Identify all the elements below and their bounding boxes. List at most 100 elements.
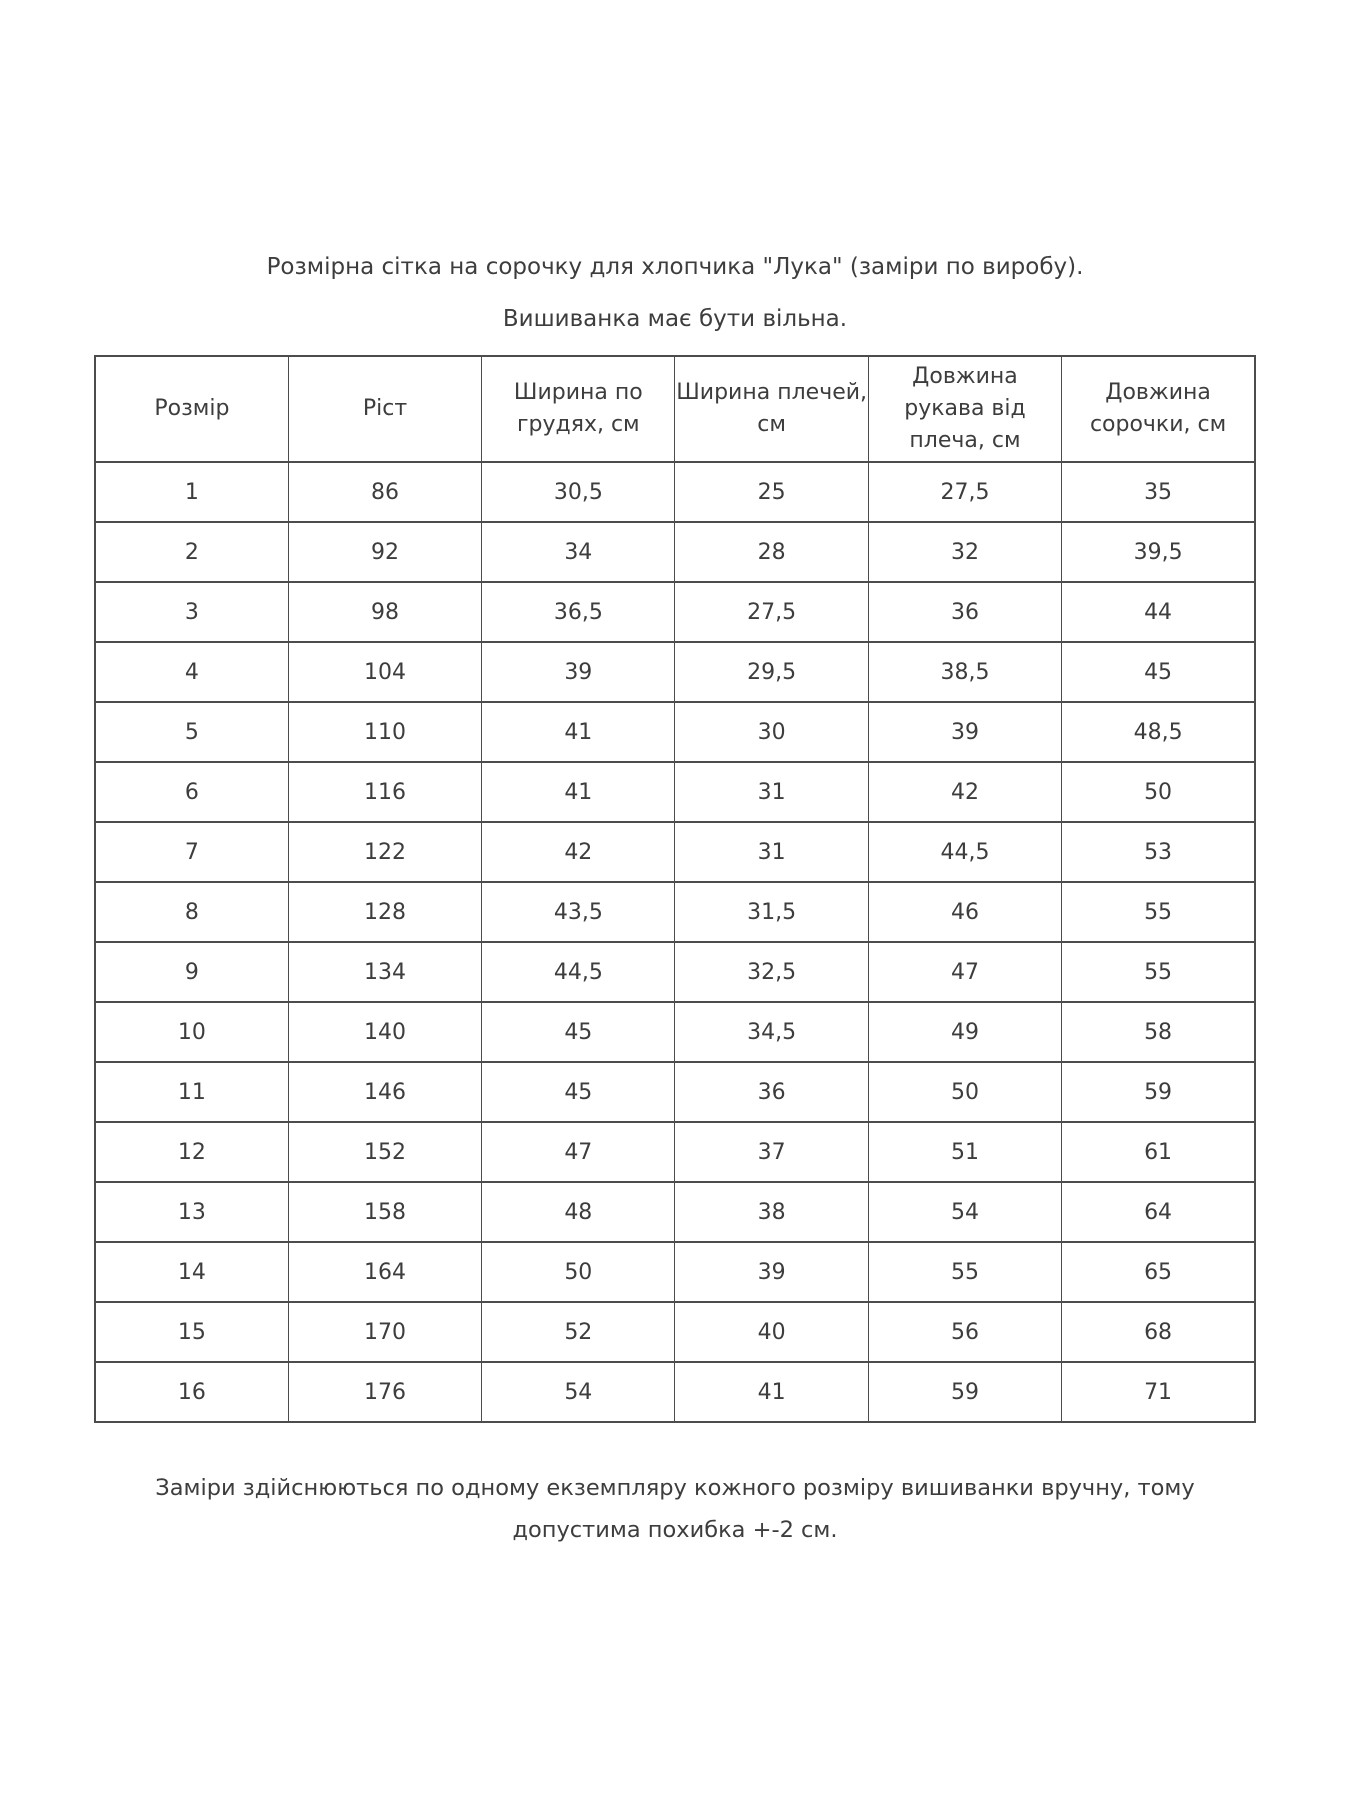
table-cell: 31,5 (674, 881, 869, 943)
table-cell: 13 (93, 1181, 289, 1243)
table-cell: 46 (867, 881, 1063, 943)
table-cell: 122 (287, 821, 483, 883)
table-cell: 58 (1061, 1001, 1257, 1063)
table-cell: 47 (867, 941, 1063, 1003)
table-cell: 36 (867, 581, 1063, 643)
table-cell: 56 (867, 1301, 1063, 1363)
table-cell: 176 (287, 1361, 483, 1423)
table-cell: 28 (674, 521, 869, 583)
table-row: 7 122 42 31 44,5 53 (93, 821, 1257, 883)
table-cell: 86 (287, 461, 483, 523)
table-cell: 4 (93, 641, 289, 703)
table-cell: 52 (481, 1301, 676, 1363)
column-header-chest-width: Ширина по грудях, см (481, 355, 676, 463)
table-cell: 64 (1061, 1181, 1257, 1243)
table-row: 16 176 54 41 59 71 (93, 1361, 1257, 1423)
table-row: 4 104 39 29,5 38,5 45 (93, 641, 1257, 703)
table-row: 3 98 36,5 27,5 36 44 (93, 581, 1257, 643)
size-chart-table: Розмір Ріст Ширина по грудях, см Ширина … (93, 355, 1257, 1423)
table-cell: 11 (93, 1061, 289, 1123)
table-row: 11 146 45 36 50 59 (93, 1061, 1257, 1123)
table-cell: 44,5 (481, 941, 676, 1003)
table-cell: 50 (1061, 761, 1257, 823)
table-cell: 59 (867, 1361, 1063, 1423)
table-cell: 36 (674, 1061, 869, 1123)
table-cell: 7 (93, 821, 289, 883)
table-cell: 45 (481, 1061, 676, 1123)
table-cell: 36,5 (481, 581, 676, 643)
table-row: 15 170 52 40 56 68 (93, 1301, 1257, 1363)
table-cell: 45 (1061, 641, 1257, 703)
column-header-shirt-length: Довжина сорочки, см (1061, 355, 1257, 463)
table-cell: 43,5 (481, 881, 676, 943)
table-cell: 98 (287, 581, 483, 643)
table-cell: 68 (1061, 1301, 1257, 1363)
table-cell: 146 (287, 1061, 483, 1123)
table-cell: 39 (481, 641, 676, 703)
table-cell: 152 (287, 1121, 483, 1183)
table-cell: 65 (1061, 1241, 1257, 1303)
table-cell: 30 (674, 701, 869, 763)
column-header-sleeve-length: Довжина рукава від плеча, см (867, 355, 1063, 463)
page: Розмірна сітка на сорочку для хлопчика "… (0, 252, 1350, 1543)
table-cell: 38 (674, 1181, 869, 1243)
table-cell: 55 (867, 1241, 1063, 1303)
table-cell: 41 (481, 761, 676, 823)
table-cell: 9 (93, 941, 289, 1003)
column-header-size: Розмір (93, 355, 289, 463)
table-cell: 15 (93, 1301, 289, 1363)
table-row: 9 134 44,5 32,5 47 55 (93, 941, 1257, 1003)
table-row: 5 110 41 30 39 48,5 (93, 701, 1257, 763)
table-cell: 41 (674, 1361, 869, 1423)
table-cell: 164 (287, 1241, 483, 1303)
table-row: 13 158 48 38 54 64 (93, 1181, 1257, 1243)
page-title: Розмірна сітка на сорочку для хлопчика "… (266, 254, 1084, 280)
table-cell: 27,5 (867, 461, 1063, 523)
table-cell: 42 (481, 821, 676, 883)
header-row: Розмір Ріст Ширина по грудях, см Ширина … (93, 355, 1257, 463)
table-row: 12 152 47 37 51 61 (93, 1121, 1257, 1183)
table-cell: 110 (287, 701, 483, 763)
table-cell: 35 (1061, 461, 1257, 523)
column-header-shoulder-width: Ширина плечей, см (674, 355, 869, 463)
table-cell: 116 (287, 761, 483, 823)
table-cell: 34 (481, 521, 676, 583)
table-row: 1 86 30,5 25 27,5 35 (93, 461, 1257, 523)
table-cell: 32,5 (674, 941, 869, 1003)
page-subtitle: Вишиванка має бути вільна. (502, 306, 848, 332)
table-cell: 39,5 (1061, 521, 1257, 583)
table-cell: 158 (287, 1181, 483, 1243)
table-cell: 1 (93, 461, 289, 523)
table-cell: 12 (93, 1121, 289, 1183)
table-cell: 134 (287, 941, 483, 1003)
table-cell: 104 (287, 641, 483, 703)
table-cell: 42 (867, 761, 1063, 823)
table-cell: 5 (93, 701, 289, 763)
table-cell: 39 (674, 1241, 869, 1303)
table-cell: 49 (867, 1001, 1063, 1063)
table-cell: 31 (674, 821, 869, 883)
table-cell: 71 (1061, 1361, 1257, 1423)
table-row: 14 164 50 39 55 65 (93, 1241, 1257, 1303)
size-table-body: 1 86 30,5 25 27,5 35 2 92 34 28 32 39,5 3 98 36,5 27,5 3… (93, 461, 1257, 1423)
table-cell: 31 (674, 761, 869, 823)
table-cell: 48,5 (1061, 701, 1257, 763)
table-cell: 54 (481, 1361, 676, 1423)
table-cell: 37 (674, 1121, 869, 1183)
table-cell: 44,5 (867, 821, 1063, 883)
table-cell: 2 (93, 521, 289, 583)
table-cell: 38,5 (867, 641, 1063, 703)
title-block: Розмірна сітка на сорочку для хлопчика "… (0, 252, 1350, 334)
table-cell: 40 (674, 1301, 869, 1363)
table-cell: 61 (1061, 1121, 1257, 1183)
table-cell: 54 (867, 1181, 1063, 1243)
table-cell: 34,5 (674, 1001, 869, 1063)
table-cell: 32 (867, 521, 1063, 583)
table-cell: 44 (1061, 581, 1257, 643)
table-cell: 50 (481, 1241, 676, 1303)
table-cell: 140 (287, 1001, 483, 1063)
table-cell: 3 (93, 581, 289, 643)
table-cell: 30,5 (481, 461, 676, 523)
footer-note: Заміри здійснюються по одному екземпляру… (155, 1475, 1195, 1543)
table-row: 2 92 34 28 32 39,5 (93, 521, 1257, 583)
